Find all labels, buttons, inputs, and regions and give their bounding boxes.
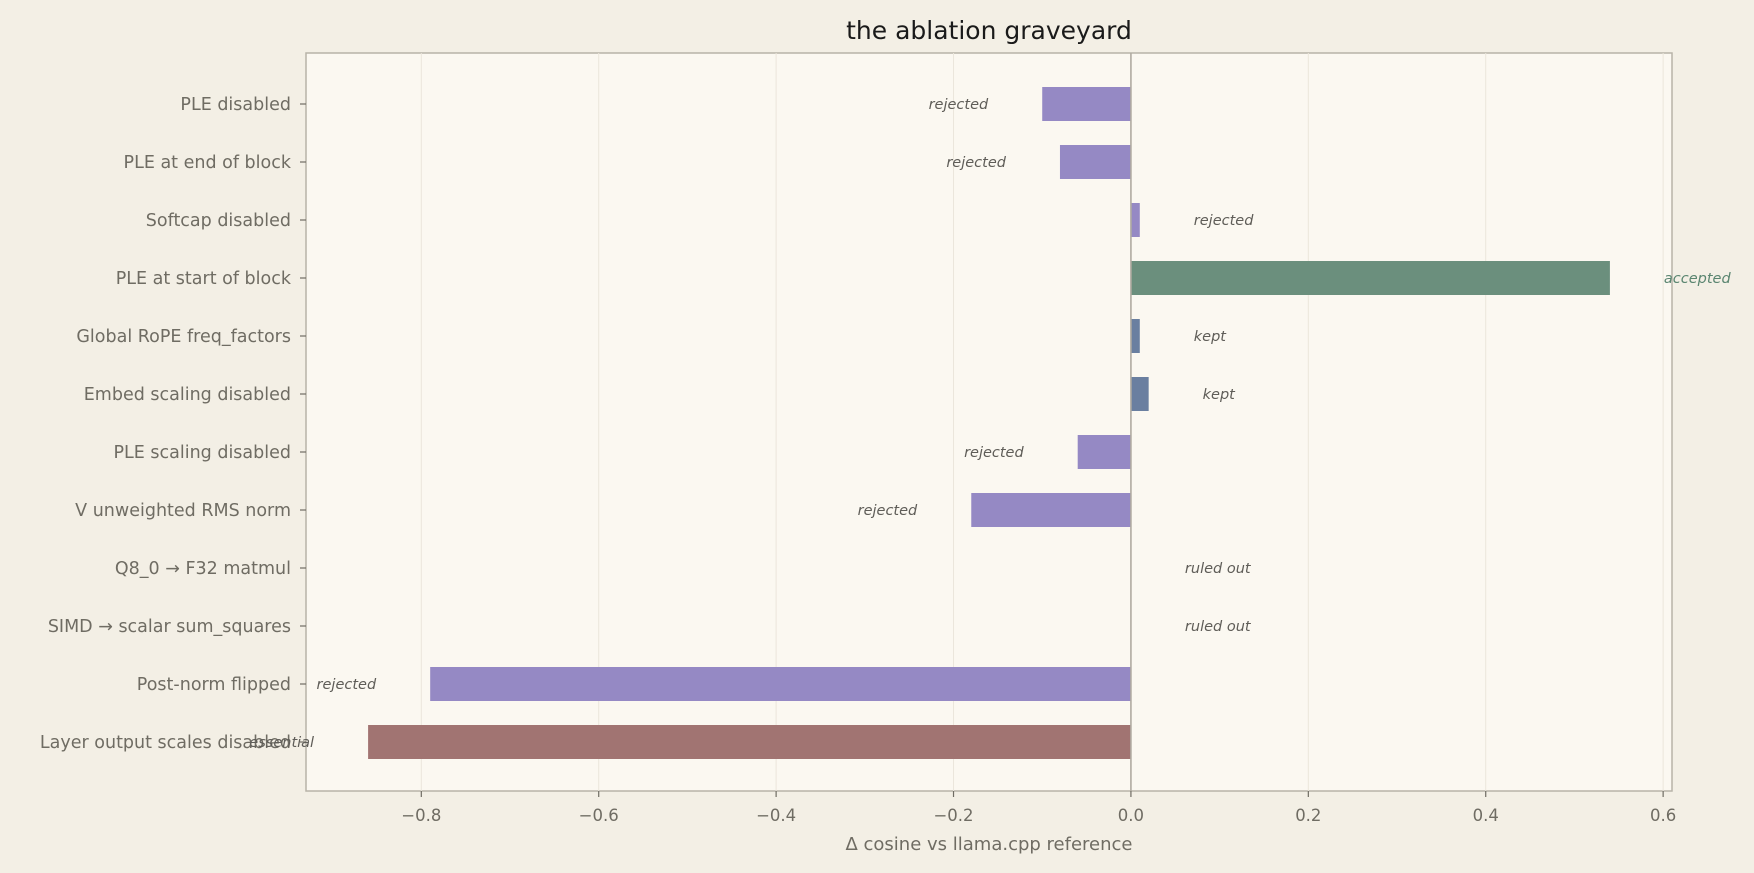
- category-label: Layer output scales disabled: [40, 733, 291, 753]
- chart-title: the ablation graveyard: [846, 16, 1132, 45]
- x-axis-ticks: −0.8 −0.6 −0.4 −0.2 0.0 0.2 0.4 0.6: [401, 791, 1676, 825]
- category-label: PLE disabled: [180, 95, 291, 115]
- x-axis-label: Δ cosine vs llama.cpp reference: [845, 834, 1132, 855]
- x-tick-label: 0.0: [1118, 806, 1144, 825]
- category-label: PLE scaling disabled: [113, 443, 291, 463]
- category-label: Softcap disabled: [146, 211, 291, 231]
- x-tick-label: −0.2: [933, 806, 973, 825]
- status-label: rejected: [946, 155, 1006, 171]
- x-tick-label: 0.4: [1473, 806, 1499, 825]
- status-label: rejected: [1194, 213, 1254, 229]
- x-tick-label: 0.6: [1650, 806, 1676, 825]
- category-label: SIMD → scalar sum_squares: [48, 617, 291, 637]
- status-label: kept: [1203, 387, 1237, 403]
- category-label: PLE at end of block: [124, 153, 292, 173]
- bar: [1130, 319, 1140, 353]
- bar: [1130, 261, 1610, 295]
- category-label: V unweighted RMS norm: [75, 501, 291, 521]
- status-label: rejected: [317, 677, 377, 693]
- status-label: kept: [1194, 329, 1228, 345]
- status-label: essential: [249, 735, 314, 751]
- x-tick-label: −0.6: [579, 806, 619, 825]
- bar: [1077, 435, 1131, 469]
- bars: [368, 87, 1610, 759]
- category-label: Post-norm flipped: [137, 675, 291, 695]
- category-label: PLE at start of block: [116, 269, 292, 289]
- status-label: accepted: [1664, 271, 1732, 287]
- category-label: Global RoPE freq_factors: [76, 327, 291, 347]
- bar: [368, 725, 1131, 759]
- status-label: rejected: [964, 445, 1024, 461]
- status-label: rejected: [858, 503, 918, 519]
- category-label: Embed scaling disabled: [84, 385, 291, 405]
- bar: [1130, 203, 1140, 237]
- x-tick-label: 0.2: [1295, 806, 1321, 825]
- status-label: ruled out: [1185, 619, 1252, 635]
- y-axis-ticks: PLE disabled PLE at end of block Softcap d…: [40, 95, 306, 753]
- status-labels: rejected rejected rejected accepted kept kept…: [249, 97, 1731, 751]
- status-label: rejected: [929, 97, 989, 113]
- bar: [971, 493, 1131, 527]
- bar: [430, 667, 1131, 701]
- category-label: Q8_0 → F32 matmul: [115, 559, 291, 579]
- bar: [1059, 145, 1131, 179]
- x-tick-label: −0.4: [756, 806, 796, 825]
- x-tick-label: −0.8: [401, 806, 441, 825]
- bar: [1042, 87, 1131, 121]
- status-label: ruled out: [1185, 561, 1252, 577]
- bar: [1130, 377, 1149, 411]
